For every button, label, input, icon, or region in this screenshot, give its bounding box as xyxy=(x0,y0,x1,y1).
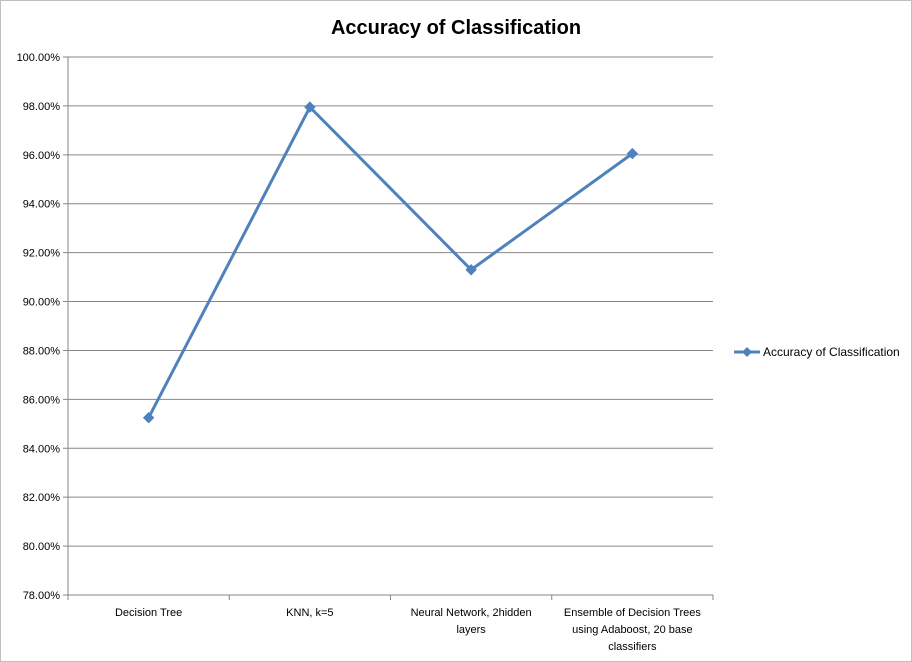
y-tick-label: 88.00% xyxy=(23,345,61,357)
legend-label: Accuracy of Classification xyxy=(763,345,900,359)
series-layer xyxy=(142,101,639,424)
y-tick-label: 80.00% xyxy=(23,541,61,553)
y-tick-label: 78.00% xyxy=(23,590,61,602)
series-line xyxy=(147,105,634,419)
gridlines xyxy=(68,56,713,547)
legend: Accuracy of Classification xyxy=(734,345,900,359)
x-category-label: Decision Tree xyxy=(115,607,182,619)
y-tick-label: 84.00% xyxy=(23,443,61,455)
data-point-marker xyxy=(626,147,639,160)
data-point-marker xyxy=(142,411,155,424)
y-axis-tick-labels: 78.00% 80.00% 82.00% 84.00% 86.00% 88.00% 90.0… xyxy=(17,52,61,602)
y-tick-label: 100.00% xyxy=(17,52,61,64)
y-tick-label: 86.00% xyxy=(23,394,61,406)
data-point-marker xyxy=(465,264,477,276)
x-category-label: Ensemble of Decision Trees using Adaboost… xyxy=(564,607,701,653)
y-tick-label: 94.00% xyxy=(23,199,61,211)
x-category-label: KNN, k=5 xyxy=(286,607,333,619)
x-axis-category-labels: Decision Tree KNN, k=5 Neural Network, 2hi… xyxy=(115,607,701,653)
x-category-label: Neural Network, 2hidden layers xyxy=(411,607,532,636)
y-tick-label: 98.00% xyxy=(23,101,61,113)
y-tick-label: 82.00% xyxy=(23,492,61,504)
y-tick-label: 92.00% xyxy=(23,248,61,260)
axes xyxy=(63,56,714,600)
y-tick-label: 96.00% xyxy=(23,150,61,162)
legend-diamond-marker xyxy=(742,347,752,357)
chart-title: Accuracy of Classification xyxy=(331,17,581,39)
data-point-marker xyxy=(304,101,316,113)
y-tick-label: 90.00% xyxy=(23,297,61,309)
